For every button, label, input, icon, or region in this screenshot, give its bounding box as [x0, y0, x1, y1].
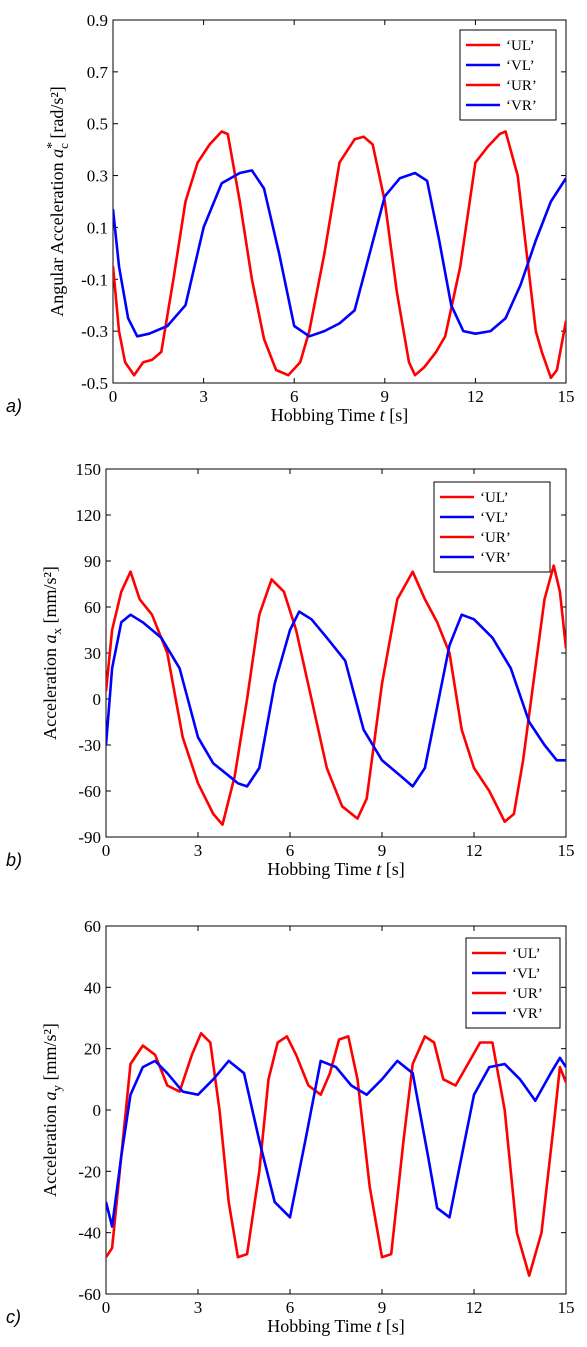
y-tick-label: 150: [76, 460, 102, 479]
series-line-0: [113, 130, 566, 380]
x-tick-label: 9: [378, 841, 387, 860]
y-tick-label: 0.3: [87, 167, 108, 186]
x-tick-label: 15: [558, 387, 575, 406]
legend-label: ‘UR’: [506, 78, 537, 94]
y-tick-label: 0.7: [87, 63, 109, 82]
y-tick-label: -40: [78, 1224, 101, 1243]
x-axis-label: Hobbing Time t [s]: [267, 859, 405, 879]
legend-label: ‘VL’: [480, 510, 509, 526]
x-tick-label: 3: [194, 1298, 203, 1317]
y-tick-label: 30: [84, 644, 101, 663]
y-tick-label: -60: [78, 782, 101, 801]
y-axis-label: Angular Acceleration a*c [rad/s²]: [45, 86, 71, 317]
x-tick-label: 12: [466, 1298, 483, 1317]
legend-label: ‘UL’: [512, 946, 541, 962]
y-tick-label: 60: [84, 598, 101, 617]
y-tick-label: 40: [84, 978, 101, 997]
y-tick-label: 60: [84, 917, 101, 936]
panel-label: c): [6, 1307, 21, 1327]
chart-panel-c: 0 3 6 9 12 15 -60 -40 -20 0 20 40 60 Hobbing Time t […: [6, 917, 575, 1336]
legend-label: ‘VR’: [506, 98, 537, 114]
legend: ‘UL’ ‘VL’ ‘UR’ ‘VR’: [433, 481, 551, 573]
x-tick-label: 3: [199, 387, 208, 406]
legend-label: ‘VR’: [480, 550, 511, 566]
y-tick-label: -60: [78, 1285, 101, 1304]
series-line-1: [113, 169, 566, 338]
panel-label: b): [6, 850, 22, 870]
x-tick-label: 15: [558, 841, 575, 860]
x-axis-label: Hobbing Time t [s]: [267, 1316, 405, 1336]
y-tick-label: 20: [84, 1040, 101, 1059]
y-axis-label: Acceleration ax [mm/s²]: [40, 566, 64, 740]
x-tick-label: 6: [290, 387, 299, 406]
y-tick-label: -0.5: [81, 374, 108, 393]
y-tick-label: -90: [78, 828, 101, 847]
y-tick-label: -0.1: [81, 270, 108, 289]
legend-label: ‘UR’: [512, 986, 543, 1002]
chart-panel-a: 0 3 6 9 12 15 -0.5 -0.3 -0.1 0.1 0.3 0.5 0.7 0.9 Hobbi…: [6, 11, 575, 425]
x-tick-label: 9: [378, 1298, 387, 1317]
x-tick-label: 6: [286, 1298, 295, 1317]
y-tick-label: 90: [84, 552, 101, 571]
legend-label: ‘UL’: [480, 490, 509, 506]
chart-panel-b: 0 3 6 9 12 15 -90 -60 -30 0 30 60 90 120 150 Hobbing Ti…: [6, 460, 575, 879]
y-tick-label: 0: [93, 690, 102, 709]
y-tick-label: 0: [93, 1101, 102, 1120]
x-tick-label: 15: [558, 1298, 575, 1317]
x-tick-label: 0: [109, 387, 118, 406]
x-tick-label: 0: [102, 841, 111, 860]
y-tick-label: 0.1: [87, 218, 108, 237]
x-tick-label: 12: [467, 387, 484, 406]
series-line-1: [106, 1056, 566, 1228]
x-tick-label: 3: [194, 841, 203, 860]
series-line-0: [106, 564, 566, 827]
legend-label: ‘VR’: [512, 1006, 543, 1022]
x-tick-label: 12: [466, 841, 483, 860]
series-line-0: [106, 1032, 566, 1277]
x-tick-label: 6: [286, 841, 295, 860]
legend: ‘UL’ ‘VL’ ‘UR’ ‘VR’: [465, 937, 561, 1029]
legend-label: ‘VL’: [506, 58, 535, 74]
x-axis-label: Hobbing Time t [s]: [271, 405, 409, 425]
y-axis-label: Acceleration ay [mm/s²]: [40, 1023, 64, 1197]
legend-label: ‘VL’: [512, 966, 541, 982]
y-tick-label: -30: [78, 736, 101, 755]
y-tick-label: 0.5: [87, 115, 108, 134]
y-tick-label: 0.9: [87, 11, 108, 30]
y-tick-label: -20: [78, 1162, 101, 1181]
y-tick-label: -0.3: [81, 322, 108, 341]
x-tick-label: 9: [381, 387, 390, 406]
x-tick-label: 0: [102, 1298, 111, 1317]
legend-label: ‘UL’: [506, 38, 535, 54]
series-line-1: [106, 610, 566, 788]
panel-label: a): [6, 396, 22, 416]
y-tick-label: 120: [76, 506, 102, 525]
legend: ‘UL’ ‘VL’ ‘UR’ ‘VR’: [459, 29, 557, 121]
legend-label: ‘UR’: [480, 530, 511, 546]
